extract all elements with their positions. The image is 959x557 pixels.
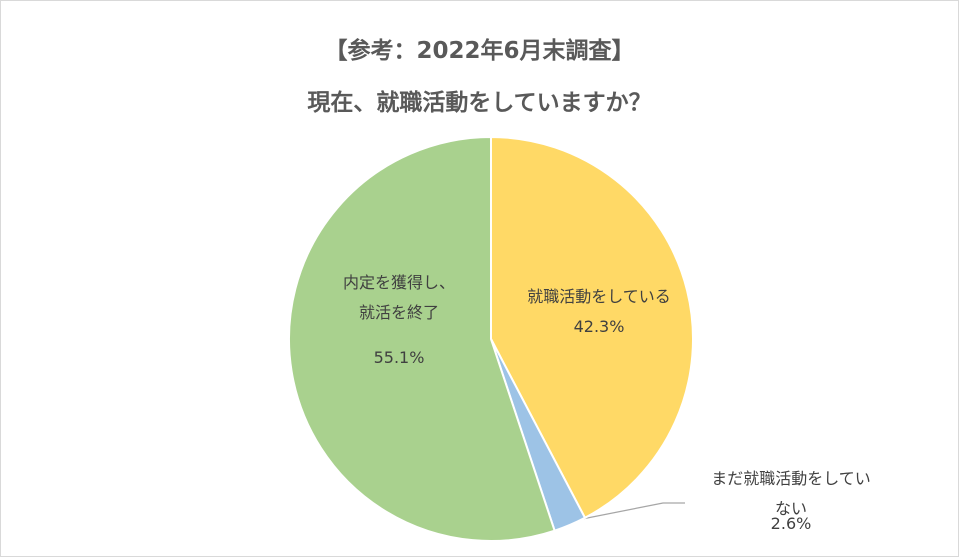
value-label: 55.1%	[373, 348, 425, 367]
pie-slice	[490, 135, 694, 520]
chart-title: 【参考：2022年6月末調査】	[324, 38, 635, 64]
chart-subtitle: 現在、就職活動をしていますか？	[307, 90, 652, 116]
category-label: 内定を獲得し、 就活を終了	[342, 273, 456, 322]
category-label: まだ就職活動をしていない	[711, 469, 871, 518]
value-label: 42.3%	[573, 317, 625, 336]
leader-line	[566, 502, 685, 523]
value-label: 2.6%	[770, 514, 812, 533]
pie-slice	[288, 135, 556, 542]
category-label: 就職活動をしている	[527, 287, 671, 306]
